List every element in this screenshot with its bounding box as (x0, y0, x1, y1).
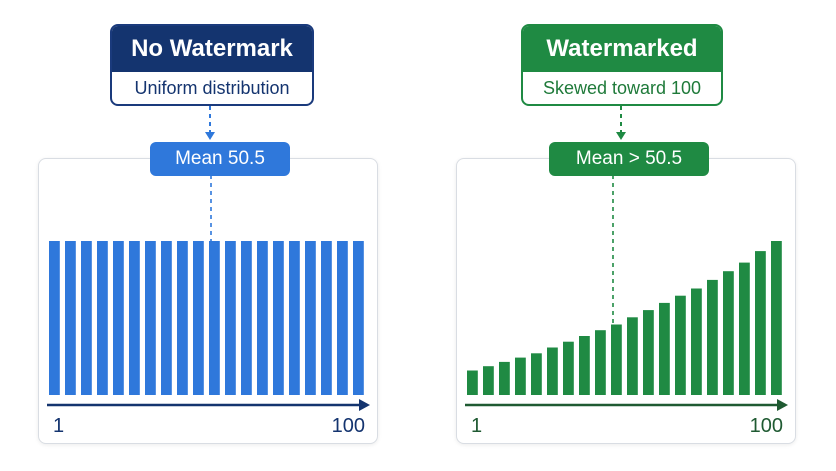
right-bar-chart: 1 100 (465, 159, 788, 437)
left-bar (113, 241, 124, 395)
right-bar (675, 295, 686, 395)
left-mean-badge: Mean 50.5 (150, 142, 290, 176)
no-watermark-header: No Watermark Uniform distribution (110, 24, 314, 106)
right-panel: Watermarked Skewed toward 100 1 100 Mean … (418, 0, 836, 471)
right-bar (611, 324, 622, 395)
right-x-axis-arrow (777, 399, 788, 411)
left-x-axis-arrow (359, 399, 370, 411)
right-bar (563, 341, 574, 395)
right-bar (771, 241, 782, 395)
watermarked-subtitle: Skewed toward 100 (542, 78, 702, 98)
left-bar (193, 241, 204, 395)
left-bar (305, 241, 316, 395)
left-bar (225, 241, 236, 395)
left-bar (241, 241, 252, 395)
right-bar (723, 271, 734, 395)
left-bar (257, 241, 268, 395)
left-chart-card: 1 100 (38, 158, 378, 444)
no-watermark-title: No Watermark (112, 26, 312, 72)
right-connector-arrow (616, 132, 626, 140)
left-bar (289, 241, 300, 395)
right-bar (755, 251, 766, 395)
right-bar (739, 262, 750, 395)
right-bar (547, 347, 558, 395)
left-x-tick-label: 100 (332, 415, 365, 437)
left-bar (145, 241, 156, 395)
right-bar (483, 366, 494, 395)
right-bar (643, 310, 654, 395)
right-bar (467, 370, 478, 395)
right-bar (499, 361, 510, 395)
left-panel: No Watermark Uniform distribution 1 100 M… (38, 24, 378, 444)
right-chart-card: 1 100 (456, 158, 796, 444)
left-bar (209, 241, 220, 395)
right-bar (531, 353, 542, 395)
right-x-tick-label: 1 (471, 415, 482, 437)
left-bar (177, 241, 188, 395)
right-bar (627, 317, 638, 395)
left-bar (81, 241, 92, 395)
right-bar (579, 336, 590, 395)
right-x-tick-label: 100 (750, 415, 783, 437)
left-bar (353, 241, 364, 395)
left-bar (97, 241, 108, 395)
right-bar (691, 288, 702, 395)
right-mean-badge: Mean > 50.5 (549, 142, 709, 176)
left-bar (129, 241, 140, 395)
left-bar (337, 241, 348, 395)
left-x-tick-label: 1 (53, 415, 64, 437)
watermarked-header: Watermarked Skewed toward 100 (521, 24, 723, 106)
right-bar (595, 330, 606, 395)
right-bar (515, 357, 526, 395)
no-watermark-subtitle: Uniform distribution (134, 78, 290, 98)
right-bar (707, 279, 718, 395)
left-bar (321, 241, 332, 395)
left-bar (161, 241, 172, 395)
watermarked-title: Watermarked (523, 26, 721, 72)
left-bar-chart: 1 100 (47, 159, 370, 437)
right-bar (659, 302, 670, 395)
left-bar (65, 241, 76, 395)
left-bar (49, 241, 60, 395)
left-bar (273, 241, 284, 395)
left-connector-arrow (205, 132, 215, 140)
